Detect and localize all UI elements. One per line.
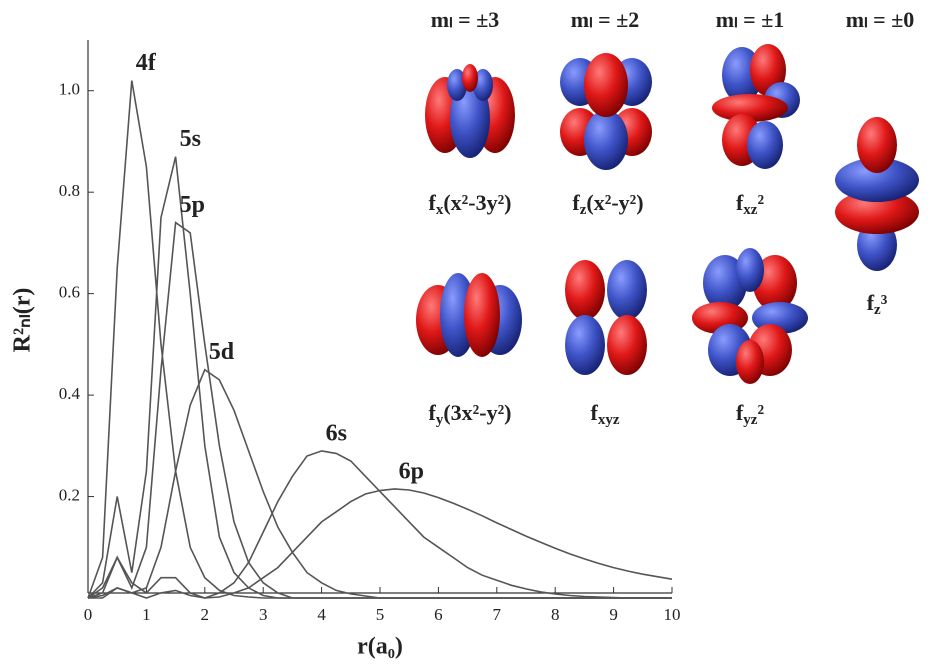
- curve: [88, 489, 672, 598]
- orbital-label: fxz²: [736, 190, 765, 218]
- y-tick-label: 0.2: [59, 485, 80, 504]
- orbital-fz-x2-y2: [560, 53, 652, 170]
- curve: [88, 370, 672, 598]
- curve-label: 5s: [180, 126, 201, 152]
- y-tick-label: 0.6: [59, 283, 80, 302]
- x-tick-label: 10: [664, 605, 681, 624]
- y-tick-label: 0.8: [59, 181, 80, 200]
- orbital-fz3: [835, 117, 919, 271]
- x-tick-label: 0: [84, 605, 93, 624]
- orbital-label: fy(3x²-y²): [429, 400, 512, 428]
- x-tick-label: 9: [609, 605, 618, 624]
- orbital-fxyz: [565, 260, 647, 375]
- y-tick-label: 0.4: [59, 384, 81, 403]
- x-tick-label: 8: [551, 605, 560, 624]
- ml-label: mₗ = ±3: [431, 7, 500, 32]
- curve-label: 4f: [136, 50, 157, 76]
- x-tick-label: 7: [493, 605, 502, 624]
- x-tick-label: 6: [434, 605, 443, 624]
- orbital-rest: ²: [757, 400, 764, 425]
- orbital-label: fxyz: [591, 400, 620, 428]
- figure: 0.2 0.4 0.6 0.8 1.0 0 1 2 3 4 5 6 7 8 9 10 r(a₀) R²ₙₗ(r) 4…: [0, 0, 938, 671]
- x-tick-label: 5: [376, 605, 385, 624]
- curve-label: 5d: [209, 339, 235, 365]
- orbital-rest: (3x²-y²): [443, 400, 511, 425]
- x-axis-title: r(a₀): [357, 634, 403, 660]
- x-tick-label: 4: [317, 605, 326, 624]
- orbital-rest: (x²-3y²): [443, 190, 511, 215]
- curve-label: 5p: [180, 192, 205, 218]
- orbital-fyz2: [692, 248, 808, 384]
- orbital-sub: xz: [743, 202, 758, 218]
- orbital-fy: [416, 273, 522, 357]
- ml-label: mₗ = ±2: [571, 7, 640, 32]
- curve-label: 6p: [399, 458, 424, 484]
- ml-label: mₗ = ±1: [716, 7, 785, 32]
- curve-label: 6s: [326, 420, 347, 446]
- orbital-label: fyz²: [736, 400, 765, 428]
- orbital-sub: yz: [743, 412, 758, 428]
- x-tick-label: 1: [142, 605, 151, 624]
- x-tick-label: 3: [259, 605, 268, 624]
- y-tick-label: 1.0: [59, 80, 80, 99]
- orbital-rest: (x²-y²): [586, 190, 643, 215]
- y-axis-title: R²ₙₗ(r): [10, 288, 36, 353]
- orbital-rest: ²: [757, 190, 764, 215]
- orbital-label: fz(x²-y²): [572, 190, 643, 218]
- orbital-rest: ³: [881, 290, 888, 315]
- orbital-label: fz³: [867, 290, 888, 318]
- orbital-sub: xyz: [598, 412, 620, 428]
- orbital-fx: [425, 64, 515, 158]
- x-tick-label: 2: [201, 605, 210, 624]
- ml-label: mₗ = ±0: [846, 7, 915, 32]
- orbital-fxz2: [712, 44, 800, 169]
- orbital-label: fx(x²-3y²): [429, 190, 512, 218]
